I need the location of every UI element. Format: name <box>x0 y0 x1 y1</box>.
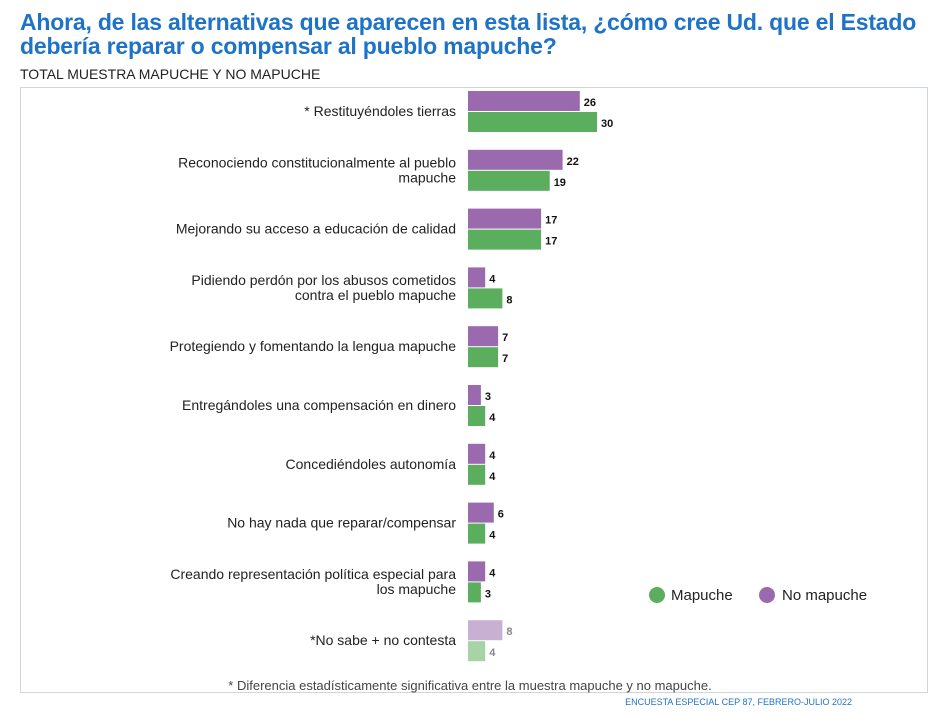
chart-panel: * Restituyéndoles tierras 26 30 Reconociend… <box>20 87 928 693</box>
value-label-mapuche: 4 <box>489 471 496 483</box>
bar-chart: * Restituyéndoles tierras 26 30 Reconociend… <box>170 91 867 662</box>
category-label: *No sabe + no contesta <box>310 632 456 648</box>
footnote: * Diferencia estadísticamente significat… <box>228 678 712 693</box>
value-label-no-mapuche: 3 <box>485 391 491 403</box>
legend-label-no-mapuche: No mapuche <box>782 587 867 604</box>
category-label: No hay nada que reparar/compensar <box>227 515 456 531</box>
bar-mapuche <box>468 112 597 132</box>
value-label-no-mapuche: 22 <box>567 156 579 168</box>
value-label-mapuche: 30 <box>601 118 613 130</box>
category-label: * Restituyéndoles tierras <box>304 103 456 119</box>
value-label-no-mapuche: 4 <box>489 450 496 462</box>
bar-mapuche <box>468 347 499 368</box>
category-label: Entregándoles una compensación en dinero <box>182 397 456 413</box>
value-label-no-mapuche: 17 <box>545 215 557 227</box>
bar-mapuche <box>468 582 481 603</box>
bar-mapuche <box>468 229 542 250</box>
value-label-no-mapuche: 7 <box>502 332 508 344</box>
bar-mapuche <box>468 406 486 426</box>
legend-label-mapuche: Mapuche <box>671 587 733 604</box>
bar-no-mapuche <box>468 326 499 347</box>
value-label-no-mapuche: 4 <box>489 567 496 579</box>
bar-no-mapuche <box>468 502 494 523</box>
bar-no-mapuche <box>468 91 580 111</box>
bar-mapuche <box>468 641 486 662</box>
value-label-no-mapuche: 8 <box>506 626 512 638</box>
bar-mapuche <box>468 464 486 485</box>
legend-swatch-mapuche <box>649 587 665 603</box>
value-label-no-mapuche: 26 <box>584 97 596 109</box>
category-label: Pidiendo perdón por los abusos cometidos… <box>191 272 456 303</box>
chart-title: Ahora, de las alternativas que aparecen … <box>20 9 917 59</box>
bar-no-mapuche <box>468 620 503 641</box>
value-label-no-mapuche: 6 <box>498 509 504 521</box>
value-label-mapuche: 4 <box>489 412 496 424</box>
bar-no-mapuche <box>468 561 486 582</box>
chart-subtitle: TOTAL MUESTRA MAPUCHE Y NO MAPUCHE <box>20 66 321 82</box>
bar-mapuche <box>468 288 503 309</box>
bar-mapuche <box>468 523 486 544</box>
bar-no-mapuche <box>468 443 486 464</box>
value-label-no-mapuche: 4 <box>489 273 496 285</box>
category-label: Creando representación política especial… <box>170 566 456 597</box>
value-label-mapuche: 17 <box>545 236 557 248</box>
value-label-mapuche: 3 <box>485 588 491 600</box>
legend-swatch-no-mapuche <box>759 587 775 603</box>
value-label-mapuche: 4 <box>489 530 496 542</box>
value-label-mapuche: 7 <box>502 353 508 365</box>
category-label: Concediéndoles autonomía <box>286 456 457 472</box>
bar-no-mapuche <box>468 385 481 405</box>
bar-no-mapuche <box>468 208 542 229</box>
source-label: ENCUESTA ESPECIAL CEP 87, FEBRERO-JULIO … <box>625 697 852 707</box>
value-label-mapuche: 8 <box>506 294 512 306</box>
category-label: Protegiendo y fomentando la lengua mapuc… <box>170 338 457 354</box>
category-label: Reconociendo constitucionalmente al pueb… <box>178 154 456 185</box>
value-label-mapuche: 4 <box>489 647 496 659</box>
category-label: Mejorando su acceso a educación de calid… <box>176 221 456 237</box>
bar-no-mapuche <box>468 267 486 288</box>
bar-no-mapuche <box>468 149 563 170</box>
value-label-mapuche: 19 <box>554 177 566 189</box>
bar-mapuche <box>468 170 550 191</box>
